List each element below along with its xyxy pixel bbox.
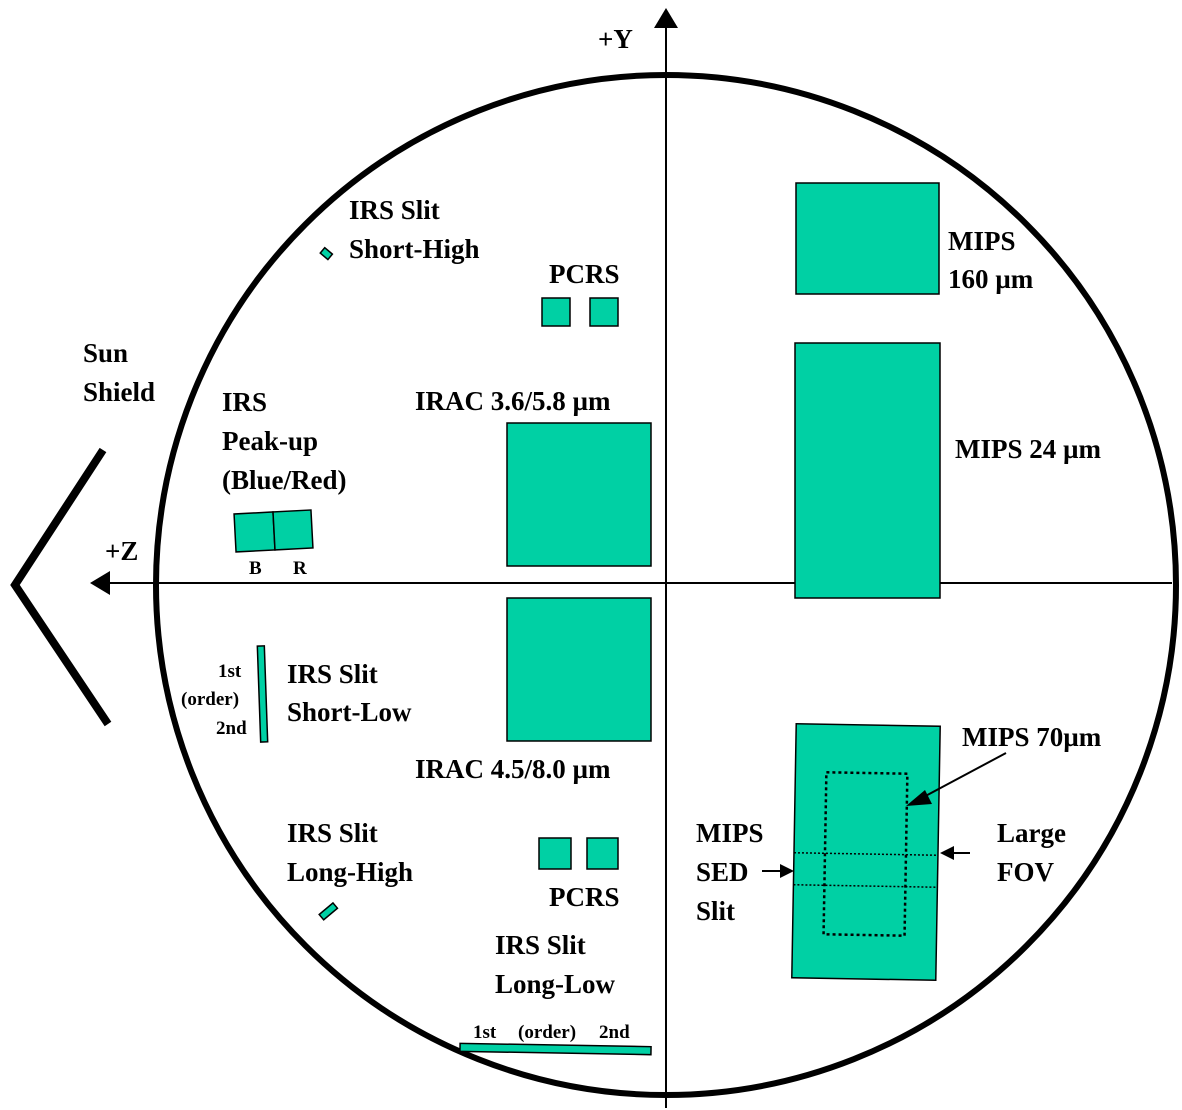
irs-slit-long-low-label-2: Long-Low [495, 969, 616, 999]
mips-70-assembly [791, 722, 941, 982]
sun-shield-label-2: Shield [83, 377, 155, 407]
irs-peakup-blue-footprint [233, 511, 276, 553]
irs-slit-short-high-label-2: Short-High [349, 234, 480, 264]
y-axis-label: +Y [598, 24, 633, 54]
mips-70-pointer-line [917, 752, 1007, 801]
y-axis-arrow-icon [654, 8, 678, 28]
irs-slit-long-high-label-2: Long-High [287, 857, 413, 887]
z-axis-arrow-icon [90, 571, 110, 595]
irs-peakup-b-label: B [249, 558, 262, 579]
irs-slit-long-low-order-1st: 1st [473, 1022, 497, 1043]
irs-slit-long-low-order-2nd: 2nd [599, 1022, 630, 1043]
irs-slit-long-high-footprint [318, 901, 339, 921]
irac-45-80-label: IRAC 4.5/8.0 µm [415, 754, 611, 784]
irs-slit-short-low-footprint [256, 645, 269, 743]
irs-peakup-label-1: IRS [222, 387, 267, 417]
mips-160-label-1: MIPS [948, 226, 1016, 256]
irs-slit-short-low-label-1: IRS Slit [287, 659, 378, 689]
irs-peakup-label-3: (Blue/Red) [222, 465, 347, 495]
mips-sed-label-3: Slit [696, 896, 735, 926]
irac-36-58-label: IRAC 3.6/5.8 µm [415, 386, 611, 416]
mips-sed-label-2: SED [696, 857, 749, 887]
mips-sed-pointer-arrow-icon [780, 864, 794, 878]
mips-70-large-fov-footprint [791, 722, 941, 982]
irs-slit-short-high-footprint [319, 246, 334, 261]
mips-24-label: MIPS 24 µm [955, 434, 1102, 464]
mips-160-label-2: 160 µm [948, 264, 1034, 294]
irs-slit-long-low-footprint [459, 1042, 652, 1056]
irs-peakup-footprint [233, 509, 314, 553]
irs-slit-long-high-label-1: IRS Slit [287, 818, 378, 848]
irs-slit-short-low-order-2nd: 2nd [216, 718, 247, 739]
large-fov-pointer-arrow-icon [940, 846, 954, 860]
sun-shield-label-1: Sun [83, 338, 128, 368]
sun-shield-shape [10, 447, 112, 727]
mips-sed-slit-line-top [793, 851, 938, 857]
irs-slit-long-low-label-1: IRS Slit [495, 930, 586, 960]
mips-70-pointer-arrow-icon [906, 790, 932, 806]
pcrs-bottom-right-footprint [586, 837, 619, 870]
mips-sed-slit-line-bottom [793, 883, 938, 889]
pcrs-top-left-footprint [541, 297, 571, 327]
mips-70-label: MIPS 70µm [962, 722, 1102, 752]
pcrs-bottom-label: PCRS [549, 882, 620, 912]
pcrs-top-right-footprint [589, 297, 619, 327]
pcrs-top-label: PCRS [549, 259, 620, 289]
irs-slit-long-low-order-word: (order) [518, 1022, 576, 1043]
mips-sed-label-1: MIPS [696, 818, 764, 848]
irs-slit-short-low-order-1st: 1st [218, 661, 242, 682]
irac-36-58-footprint [506, 422, 652, 567]
z-axis-label: +Z [105, 536, 138, 566]
irs-peakup-red-footprint [272, 509, 314, 551]
mips-24-footprint [794, 342, 941, 599]
irs-peakup-label-2: Peak-up [222, 426, 318, 456]
irs-slit-short-low-order-word: (order) [181, 689, 239, 710]
pcrs-bottom-left-footprint [538, 837, 572, 870]
irs-slit-short-low-label-2: Short-Low [287, 697, 412, 727]
irs-peakup-r-label: R [293, 558, 307, 579]
large-fov-label-1: Large [997, 818, 1066, 848]
irs-slit-short-high-label-1: IRS Slit [349, 195, 440, 225]
irac-45-80-footprint [506, 597, 652, 742]
large-fov-label-2: FOV [997, 857, 1054, 887]
mips-160-footprint [795, 182, 940, 295]
